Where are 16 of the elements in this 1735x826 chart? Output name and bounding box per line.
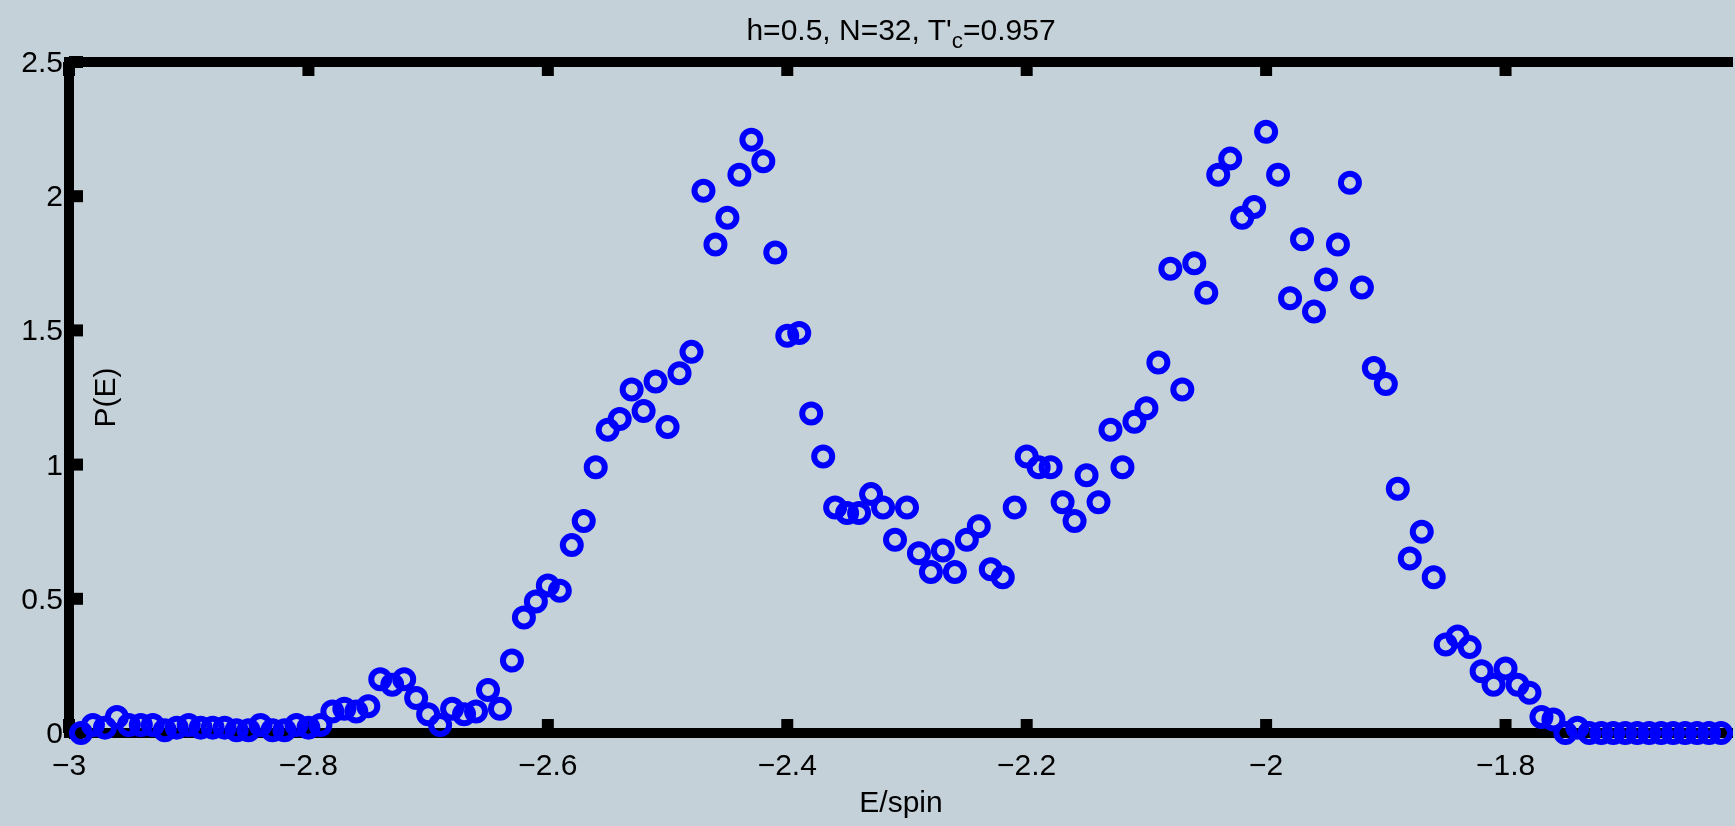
y-tick-label: 1.5 <box>21 313 63 347</box>
x-tick-label: −2.6 <box>518 748 578 781</box>
x-tick-label: −2 <box>1249 748 1284 781</box>
x-tick-label: −2.2 <box>997 748 1057 781</box>
x-tick-label: −1.8 <box>1475 748 1536 781</box>
x-tick-label: −2.8 <box>278 748 339 781</box>
chart-title: h=0.5, N=32, T'$_{c}$=0.957 <box>746 13 1056 53</box>
y-axis-title: P(E) <box>88 367 121 428</box>
y-tick-label: 1 <box>46 447 63 481</box>
y-tick-label: 0 <box>46 716 63 749</box>
y-tick-label: 2.5 <box>21 45 63 78</box>
y-tick-label: 0.5 <box>21 581 63 615</box>
y-tick-label: 2 <box>46 179 63 213</box>
x-tick-label: −2.4 <box>757 748 817 781</box>
x-axis-title: E/spin <box>859 785 943 818</box>
x-tick-label: −3 <box>51 748 87 781</box>
